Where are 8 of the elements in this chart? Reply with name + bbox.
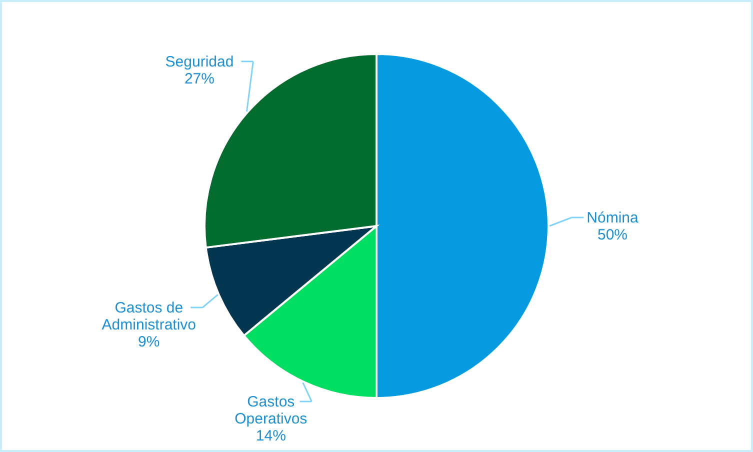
- slice-label: Gastos de Administrativo: [102, 299, 196, 334]
- slice-label: Gastos Operativos: [234, 394, 308, 428]
- data-label: 50%: [597, 226, 628, 244]
- data-label: 9%: [138, 333, 160, 350]
- data-label: 27%: [184, 70, 214, 88]
- slice-label: Nómina: [586, 210, 639, 226]
- data-label: 14%: [256, 428, 286, 444]
- slice-label: Seguridad: [165, 53, 234, 70]
